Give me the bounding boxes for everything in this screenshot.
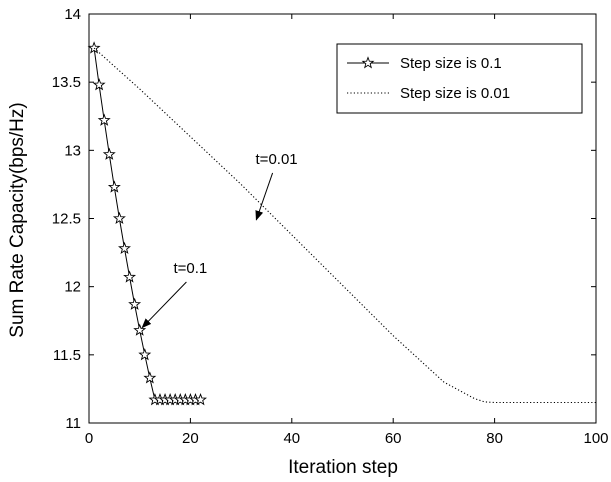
series-1-point xyxy=(102,147,116,160)
y-axis: 11 11.5 12 12.5 13 13.5 14 xyxy=(52,6,596,432)
x-tick-label: 40 xyxy=(283,430,300,447)
series-1-point xyxy=(92,78,106,91)
annotation-arrow-1 xyxy=(255,172,274,221)
series-1-point xyxy=(128,297,142,310)
series-line-2 xyxy=(93,47,596,404)
x-tick-label: 20 xyxy=(182,430,199,447)
series-1-point xyxy=(133,323,147,336)
x-axis-label: Iteration step xyxy=(288,457,398,478)
legend-marker-1 xyxy=(361,56,375,69)
y-tick-label: 11.5 xyxy=(53,347,81,364)
series-1-point xyxy=(118,241,131,254)
annotation-label-2: t=0.1 xyxy=(174,260,208,277)
y-tick-label: 13.5 xyxy=(52,74,81,91)
y-tick-label: 13 xyxy=(64,142,81,159)
x-tick-label: 60 xyxy=(385,430,402,447)
series-1-point xyxy=(87,41,101,54)
annotations: t=0.01 t=0.1 xyxy=(141,151,298,329)
series-1-point xyxy=(97,113,111,126)
series-1-point xyxy=(194,393,207,406)
x-axis: 0 20 40 60 80 100 xyxy=(85,14,609,447)
legend-label-1: Step size is 0.1 xyxy=(400,55,502,72)
annotation-arrow-2 xyxy=(141,281,187,329)
x-tick-label: 80 xyxy=(486,430,503,447)
annotation-label-1: t=0.01 xyxy=(256,151,298,168)
y-tick-label: 12 xyxy=(64,279,81,296)
x-tick-label: 100 xyxy=(583,430,608,447)
series-1-point xyxy=(112,211,126,224)
legend: Step size is 0.1 Step size is 0.01 xyxy=(336,43,583,114)
legend-box xyxy=(336,43,583,114)
series-1-point xyxy=(107,180,121,193)
series-1-point xyxy=(138,348,152,361)
legend-label-2: Step size is 0.01 xyxy=(400,85,510,102)
series-layer xyxy=(87,41,596,406)
y-tick-label: 11 xyxy=(65,415,81,432)
x-tick-label: 0 xyxy=(85,430,93,447)
y-tick-label: 14 xyxy=(64,6,81,23)
y-axis-label: Sum Rate Capacity(bps/Hz) xyxy=(7,102,28,337)
y-tick-label: 12.5 xyxy=(52,211,81,228)
series-1-point xyxy=(123,270,137,283)
series-1-point xyxy=(143,371,157,384)
